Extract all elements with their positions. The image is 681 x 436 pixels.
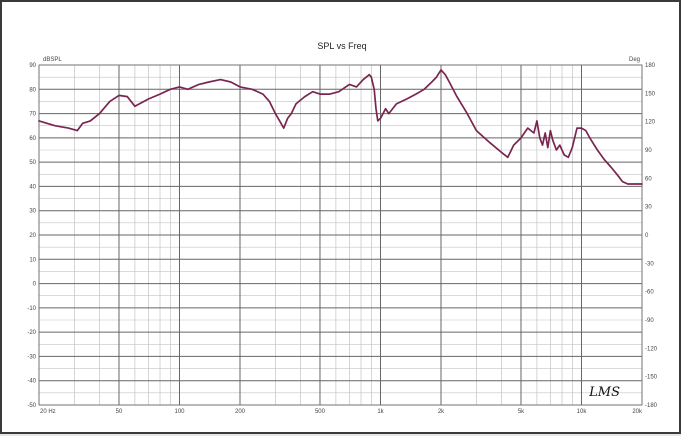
y2-tick-label: -120 bbox=[645, 346, 658, 352]
y-axis-tick-labels: 90 80 70 60 50 40 30 20 10 0 -10 -20 -30 -40 -50 bbox=[27, 63, 36, 409]
x-tick-label: 1k bbox=[377, 409, 384, 415]
spl-series-line bbox=[38, 69, 643, 185]
x-tick-label: 10k bbox=[577, 409, 588, 415]
x-tick-label: 50 bbox=[116, 409, 123, 415]
y-tick-label: 20 bbox=[29, 233, 36, 239]
series-group bbox=[38, 69, 643, 185]
y2-tick-label: 0 bbox=[645, 233, 649, 239]
y-tick-label: 70 bbox=[29, 112, 36, 118]
plot-area bbox=[38, 64, 643, 406]
x-tick-label: 100 bbox=[174, 409, 185, 415]
x-tick-label: 500 bbox=[315, 409, 326, 415]
y-tick-label: 40 bbox=[29, 184, 36, 190]
y-tick-label: 50 bbox=[29, 160, 36, 166]
x-tick-label: 20k bbox=[632, 409, 643, 415]
y-tick-label: -10 bbox=[27, 306, 36, 312]
y2-tick-label: -30 bbox=[645, 261, 654, 267]
x-tick-label: 20 Hz bbox=[40, 409, 56, 415]
y-tick-label: 90 bbox=[29, 63, 36, 69]
left-axis-unit: dBSPL bbox=[43, 57, 62, 63]
y-tick-label: -40 bbox=[27, 379, 36, 385]
x-tick-label: 5k bbox=[518, 409, 525, 415]
x-axis-tick-labels: 20 Hz 50 100 200 500 1k 2k 5k 10k 20k bbox=[40, 409, 643, 415]
y2-tick-label: 60 bbox=[645, 176, 652, 182]
y2-tick-label: 150 bbox=[645, 91, 656, 97]
y2-tick-label: 180 bbox=[645, 63, 656, 69]
y2-tick-label: 120 bbox=[645, 120, 656, 126]
y2-tick-label: 90 bbox=[645, 148, 652, 154]
lms-logo: LMS bbox=[588, 385, 620, 400]
y2-axis-tick-labels: 180 150 120 90 60 30 0 -30 -60 -90 -120 -150 -180 bbox=[645, 63, 658, 409]
y-tick-label: 10 bbox=[29, 257, 36, 263]
y-tick-label: -30 bbox=[27, 354, 36, 360]
right-axis-unit: Deg bbox=[629, 57, 640, 63]
y-tick-label: 30 bbox=[29, 209, 36, 215]
y2-tick-label: 30 bbox=[645, 205, 652, 211]
y2-tick-label: -60 bbox=[645, 290, 654, 296]
y-tick-label: 60 bbox=[29, 136, 36, 142]
y2-tick-label: -90 bbox=[645, 318, 654, 324]
major-grid bbox=[38, 64, 643, 406]
y-tick-label: -20 bbox=[27, 330, 36, 336]
y-tick-label: 80 bbox=[29, 87, 36, 93]
y2-tick-label: -150 bbox=[645, 375, 658, 381]
y-tick-label: 0 bbox=[33, 282, 37, 288]
x-tick-label: 2k bbox=[438, 409, 445, 415]
y2-tick-label: -180 bbox=[645, 403, 658, 409]
y-tick-label: -50 bbox=[27, 403, 36, 409]
x-tick-label: 200 bbox=[235, 409, 246, 415]
chart-title: SPL vs Freq bbox=[317, 41, 366, 51]
